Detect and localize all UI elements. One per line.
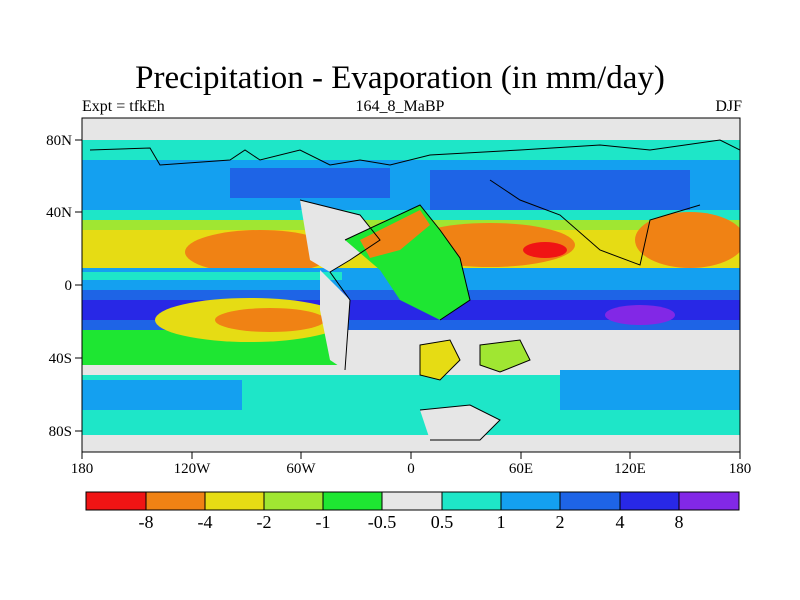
- y-tick-label: 80S: [49, 424, 72, 440]
- x-tick-label: 0: [407, 461, 415, 477]
- x-tick-label: 60W: [286, 461, 316, 477]
- colorbar-label: -4: [198, 512, 213, 532]
- colorbar-box: [381, 491, 443, 511]
- colorbar: [85, 491, 740, 511]
- colorbar-box: [145, 491, 206, 511]
- colorbar-box: [619, 491, 680, 511]
- x-tick-label: 120W: [174, 461, 212, 477]
- colorbar-box: [263, 491, 324, 511]
- period-label: 164_8_MaBP: [355, 98, 445, 115]
- colorbar-box: [85, 491, 147, 511]
- colorbar-box: [204, 491, 265, 511]
- y-tick-label: 80N: [46, 133, 72, 149]
- colorbar-box: [500, 491, 561, 511]
- y-tick-label: 0: [65, 278, 73, 294]
- x-tick-label: 60E: [509, 461, 533, 477]
- colorbar-label: -8: [139, 512, 154, 532]
- colorbar-label: 8: [675, 512, 684, 532]
- precip-evap-field: [82, 118, 740, 452]
- colorbar-label: 2: [556, 512, 565, 532]
- x-tick-label: 180: [71, 461, 94, 477]
- colorbar-label: 1: [497, 512, 506, 532]
- colorbar-label: -1: [316, 512, 331, 532]
- y-tick-label: 40N: [46, 205, 72, 221]
- colorbar-box: [559, 491, 621, 511]
- y-tick-label: 40S: [49, 351, 72, 367]
- plot-title: Precipitation - Evaporation (in mm/day): [135, 60, 665, 96]
- colorbar-label: -0.5: [368, 512, 397, 532]
- colorbar-box: [322, 491, 383, 511]
- colorbar-label: -2: [257, 512, 272, 532]
- colorbar-box: [678, 491, 740, 511]
- x-tick-label: 120E: [614, 461, 646, 477]
- colorbar-label: 0.5: [431, 512, 454, 532]
- x-tick-label: 180: [729, 461, 752, 477]
- season-label: DJF: [715, 98, 742, 115]
- colorbar-box: [441, 491, 502, 511]
- axis-ticks: [75, 139, 741, 459]
- experiment-label: Expt = tfkEh: [82, 98, 165, 115]
- colorbar-label: 4: [616, 512, 625, 532]
